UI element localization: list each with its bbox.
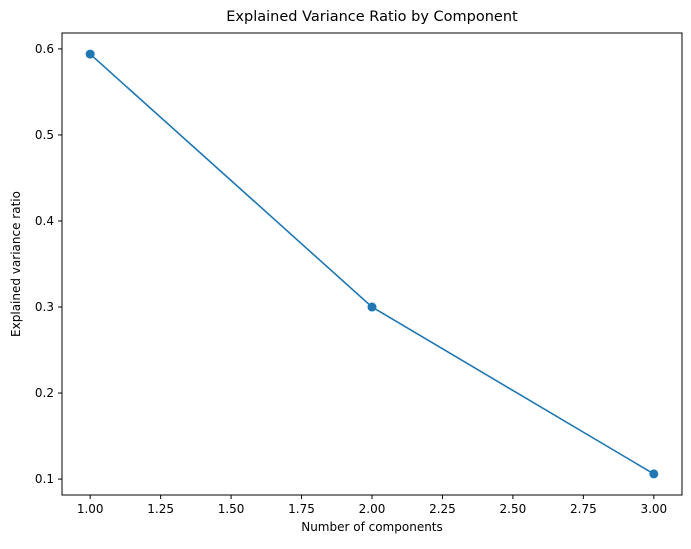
data-point: [649, 469, 659, 479]
x-tick-label: 2.00: [359, 502, 386, 516]
x-tick-label: 1.00: [77, 502, 104, 516]
x-tick-label: 2.75: [570, 502, 597, 516]
y-tick-label: 0.6: [35, 42, 54, 56]
y-tick-label: 0.4: [35, 214, 54, 228]
data-point: [85, 49, 95, 59]
plot-area: 1.00 1.25 1.50 1.75 2.00 2.25 2.50 2.75 3.00 0.1…: [35, 32, 683, 516]
x-tick-label: 2.50: [500, 502, 527, 516]
data-point: [367, 302, 377, 312]
plot-frame: [62, 33, 682, 495]
x-axis-label: Number of components: [301, 520, 443, 534]
x-axis-ticks: 1.00 1.25 1.50 1.75 2.00 2.25 2.50 2.75 3.00: [77, 495, 667, 516]
series-layer: [85, 49, 659, 479]
x-tick-label: 3.00: [640, 502, 667, 516]
y-tick-label: 0.3: [35, 300, 54, 314]
plot-border: [61, 32, 683, 496]
y-tick-label: 0.5: [35, 128, 54, 142]
y-axis-ticks: 0.1 0.2 0.3 0.4 0.5 0.6: [35, 42, 62, 486]
x-tick-label: 1.25: [147, 502, 174, 516]
x-tick-label: 1.75: [288, 502, 315, 516]
y-axis-label: Explained variance ratio: [9, 191, 23, 337]
chart-title: Explained Variance Ratio by Component: [226, 9, 518, 25]
x-tick-label: 1.50: [218, 502, 245, 516]
y-tick-label: 0.1: [35, 472, 54, 486]
x-tick-label: 2.25: [429, 502, 456, 516]
y-tick-label: 0.2: [35, 386, 54, 400]
